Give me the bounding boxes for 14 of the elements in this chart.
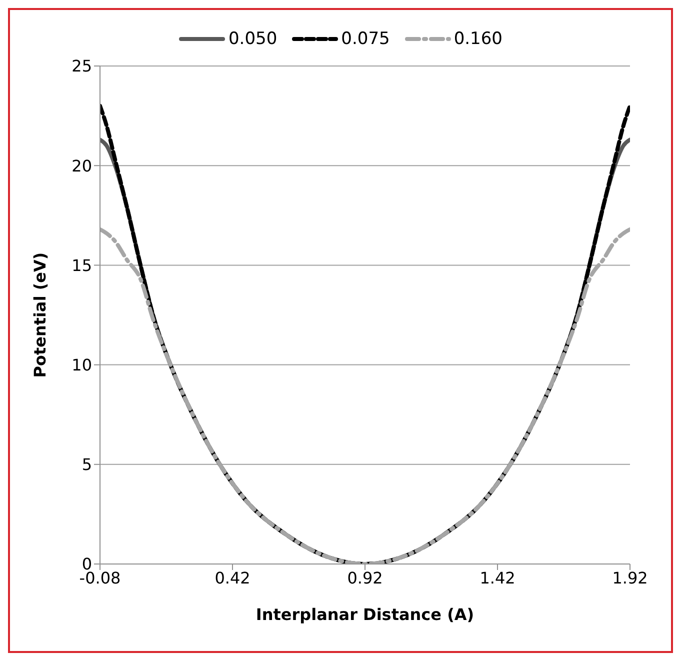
legend-label: 0.050 (228, 29, 278, 49)
legend-label: 0.075 (341, 29, 390, 49)
x-axis-title: Interplanar Distance (A) (256, 605, 474, 624)
x-tick-label: 0.92 (347, 568, 383, 588)
y-tick-label: 5 (82, 455, 92, 474)
x-tick-label: 1.42 (480, 568, 516, 588)
y-tick-label: 15 (72, 256, 92, 275)
y-tick-label: 25 (72, 56, 92, 76)
y-axis-title: Potential (eV) (30, 252, 50, 378)
y-tick-label: 20 (72, 156, 92, 176)
x-tick-label: 1.92 (612, 568, 648, 588)
legend-label: 0.160 (454, 29, 502, 49)
x-tick-label: 0.42 (214, 568, 250, 588)
y-tick-label: 10 (72, 355, 92, 374)
